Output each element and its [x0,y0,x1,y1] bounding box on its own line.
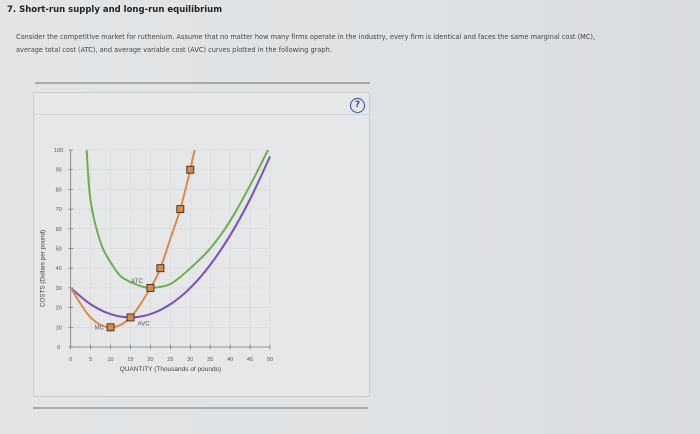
y-tick-label: 10 [56,325,62,331]
mc-point-marker [156,264,165,273]
y-tick-label: 60 [56,227,62,233]
x-tick-label: 10 [107,357,113,363]
x-tick-label: 40 [227,357,233,363]
x-tick-label: 35 [207,357,213,363]
y-tick-label: 40 [56,266,62,272]
graph-panel-header: ? [34,93,369,115]
x-tick-label: 50 [267,357,273,363]
x-tick-label: 25 [167,357,173,363]
top-divider [35,82,370,84]
y-tick-label: 50 [56,247,62,253]
mc-point-marker [106,323,115,332]
bottom-divider [33,407,368,409]
y-tick-label: 30 [56,286,62,292]
mc-point-marker [176,205,185,214]
y-axis-label: COSTS (Dollars per pound) [40,230,47,307]
x-tick-label: 5 [89,357,92,363]
x-tick-label: 0 [69,357,72,363]
mc-point-marker [186,165,195,174]
x-tick-label: 30 [187,357,193,363]
y-tick-label: 0 [57,345,60,351]
atc-curve [85,150,270,289]
y-tick-label: 90 [56,168,62,174]
x-tick-label: 20 [147,357,153,363]
mc-curve [70,150,196,329]
mc-label: MC [95,325,105,331]
question-circle-icon[interactable]: ? [350,98,365,113]
question-intro: Consider the competitive market for ruth… [16,33,596,54]
question-title: 7. Short-run supply and long-run equilib… [7,5,223,15]
mc-point-marker [146,283,155,292]
y-tick-label: 20 [56,306,62,312]
x-axis-label: QUANTITY (Thousands of pounds) [120,366,221,373]
mc-point-marker [126,313,135,322]
x-tick-label: 15 [127,357,133,363]
y-tick-label: 80 [56,187,62,193]
atc-label: ATC [131,279,143,285]
avc-curve [70,156,271,319]
avc-label: AVC [138,321,151,327]
x-tick-label: 45 [247,357,253,363]
graph-panel: ? [33,92,370,397]
y-tick-label: 100 [54,148,63,154]
y-tick-label: 70 [56,207,62,213]
